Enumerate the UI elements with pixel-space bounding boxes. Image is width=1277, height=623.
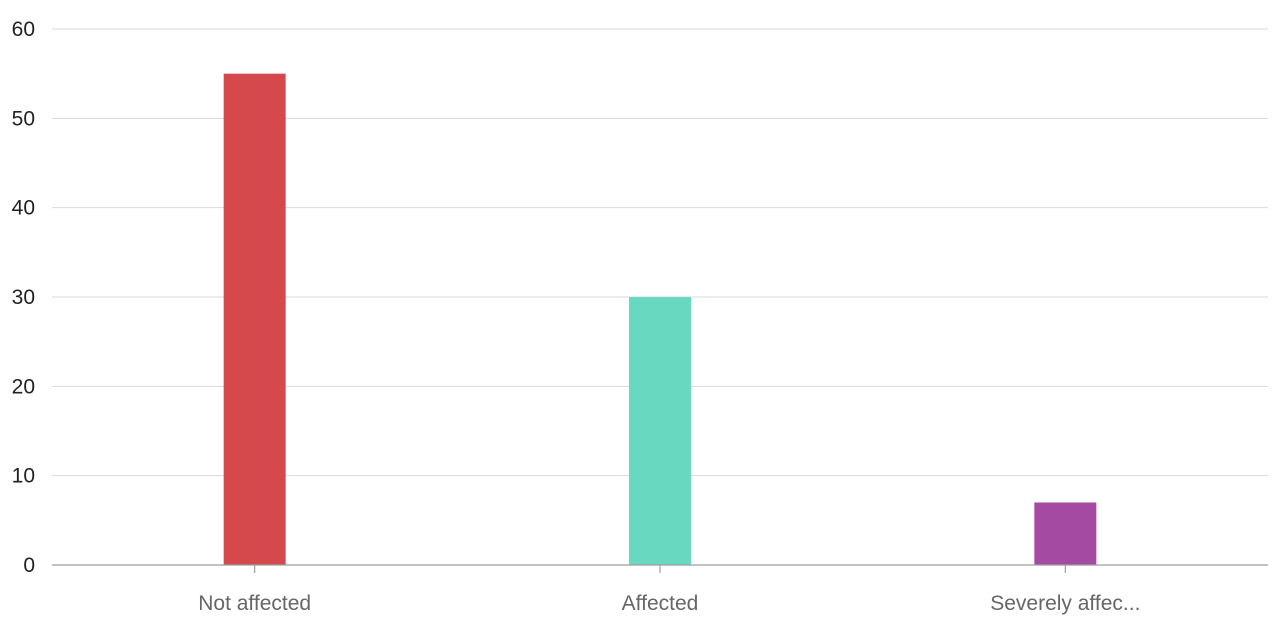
bar-2 <box>629 297 691 565</box>
x-tick-label: Affected <box>622 592 699 615</box>
x-axis-ticks: Not affected Affected Severely affec... <box>198 592 1140 615</box>
y-tick-label: 20 <box>12 375 35 398</box>
y-tick-label: 40 <box>12 197 35 220</box>
x-axis <box>52 564 1268 573</box>
bar-1 <box>223 73 286 566</box>
bar-3 <box>1034 502 1097 565</box>
y-axis-ticks: 0 10 20 30 40 50 60 <box>12 18 35 577</box>
y-tick-label: 50 <box>12 107 35 130</box>
x-tick-label: Severely affec... <box>990 592 1140 615</box>
y-tick-label: 10 <box>12 465 35 488</box>
y-tick-label: 60 <box>12 18 35 41</box>
bars <box>223 73 1097 566</box>
y-tick-label: 0 <box>23 554 35 577</box>
y-tick-label: 30 <box>12 286 35 309</box>
x-tick-label: Not affected <box>198 592 311 615</box>
